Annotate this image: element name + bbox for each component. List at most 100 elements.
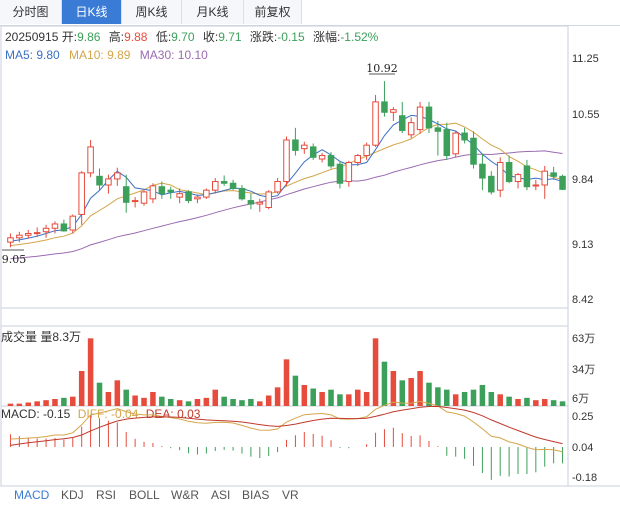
candle-body <box>559 175 566 190</box>
candle-body <box>78 172 85 215</box>
macd-axis-label: -0.18 <box>572 472 597 484</box>
volume-bar <box>292 375 299 406</box>
candle-body <box>229 182 237 189</box>
volume-bar <box>239 400 245 406</box>
volume-bar <box>515 399 521 406</box>
volume-bar <box>114 380 121 406</box>
indicator-vr[interactable]: VR <box>282 488 299 502</box>
candle-body <box>479 163 486 179</box>
indicator-asi[interactable]: ASI <box>211 488 231 502</box>
candle-body <box>140 191 148 204</box>
volume-bar <box>132 395 138 406</box>
candle-body <box>194 196 201 200</box>
tab-3[interactable]: 周K线 <box>122 0 182 24</box>
indicator-macd[interactable]: MACD <box>14 488 50 502</box>
candle-body <box>425 106 433 129</box>
change-label: 涨跌: <box>249 30 278 44</box>
candle-body <box>265 191 272 209</box>
volume-bar <box>426 382 432 406</box>
volume-bar <box>452 394 459 406</box>
candle-body <box>443 129 451 157</box>
indicator-boll[interactable]: BOLL <box>129 488 160 502</box>
volume-value: 量8.3万 <box>40 330 82 344</box>
candle-body <box>514 174 522 183</box>
candle-body <box>122 186 130 203</box>
low-value: 9.70 <box>171 30 195 44</box>
candle-body <box>203 189 210 198</box>
volume-bar <box>185 401 192 406</box>
candle-body <box>416 106 424 131</box>
candle-body <box>238 187 246 200</box>
indicator-wr[interactable]: W&R <box>171 488 199 502</box>
tab-2[interactable]: 日K线 <box>62 0 122 24</box>
price-axis-label: 11.25 <box>572 53 599 65</box>
candle-body <box>212 181 219 191</box>
chart-grid <box>0 25 620 487</box>
volume-axis-label: 34万 <box>572 364 595 376</box>
volume-bar <box>87 338 94 406</box>
volume-bar <box>533 400 539 406</box>
dea-value: DEA: 0.03 <box>145 407 201 421</box>
volume-bar <box>390 371 397 406</box>
volume-bar <box>52 399 58 406</box>
candle-body <box>51 223 59 229</box>
max-price-label: 10.92 <box>366 62 398 75</box>
volume-bar <box>524 397 530 406</box>
candle-body <box>381 101 388 113</box>
tab-5[interactable]: 前复权 <box>244 0 302 24</box>
price-axis-label: 8.42 <box>572 294 593 306</box>
annotations: 10.92 9.05 <box>2 62 398 266</box>
tab-4[interactable]: 月K线 <box>182 0 244 24</box>
volume-bar <box>435 387 441 406</box>
volume-info: 成交量 量8.3万 <box>1 328 81 345</box>
candle-body <box>247 200 255 205</box>
candle-body <box>33 232 41 235</box>
candle-body <box>131 200 139 203</box>
change-value: -0.15 <box>277 30 305 44</box>
chart-tabs: 分时图 日K线 周K线 月K线 前复权 <box>0 0 620 26</box>
candle-body <box>452 132 459 155</box>
candle-body <box>390 109 397 113</box>
volume-bars <box>7 338 566 406</box>
volume-bar <box>399 380 406 406</box>
volume-bar <box>372 338 379 406</box>
price-axis-label: 9.84 <box>572 174 593 186</box>
candle-body <box>7 237 14 243</box>
macd-value: MACD: -0.15 <box>1 407 71 421</box>
ma-legend: MA5: 9.80 MA10: 9.89 MA30: 10.10 <box>5 48 214 62</box>
candle-body <box>345 161 353 183</box>
candle-body <box>220 181 228 184</box>
candle-body <box>318 155 326 160</box>
close-label: 收: <box>202 30 219 44</box>
volume-bar <box>337 394 343 406</box>
volume-bar <box>7 403 14 406</box>
candle-body <box>301 144 308 150</box>
pct-label: 涨幅: <box>312 30 341 44</box>
volume-bar <box>328 389 334 406</box>
volume-bar <box>248 399 254 406</box>
volume-bar <box>123 389 129 406</box>
candle-body <box>354 155 361 163</box>
candle-body <box>105 178 112 186</box>
candle-body <box>532 184 540 187</box>
indicator-bias[interactable]: BIAS <box>242 488 270 502</box>
price-axis-label: 9.13 <box>572 239 593 251</box>
volume-bar <box>354 389 361 406</box>
candle-body <box>158 186 166 195</box>
volume-bar <box>479 385 486 406</box>
price-axis-label: 10.55 <box>572 109 600 121</box>
volume-bar <box>488 392 495 406</box>
volume-bar <box>203 397 210 406</box>
dea-line <box>10 405 563 446</box>
tab-1[interactable]: 分时图 <box>0 0 62 24</box>
indicator-kdj[interactable]: KDJ <box>61 488 84 502</box>
volume-bar <box>43 400 49 406</box>
min-price-label: 9.05 <box>2 253 27 266</box>
volume-bar <box>61 397 67 406</box>
close-value: 9.71 <box>218 30 242 44</box>
candle-body <box>372 101 379 146</box>
volume-bar <box>212 389 219 406</box>
pct-value: -1.52% <box>340 30 379 44</box>
indicator-rsi[interactable]: RSI <box>96 488 117 502</box>
